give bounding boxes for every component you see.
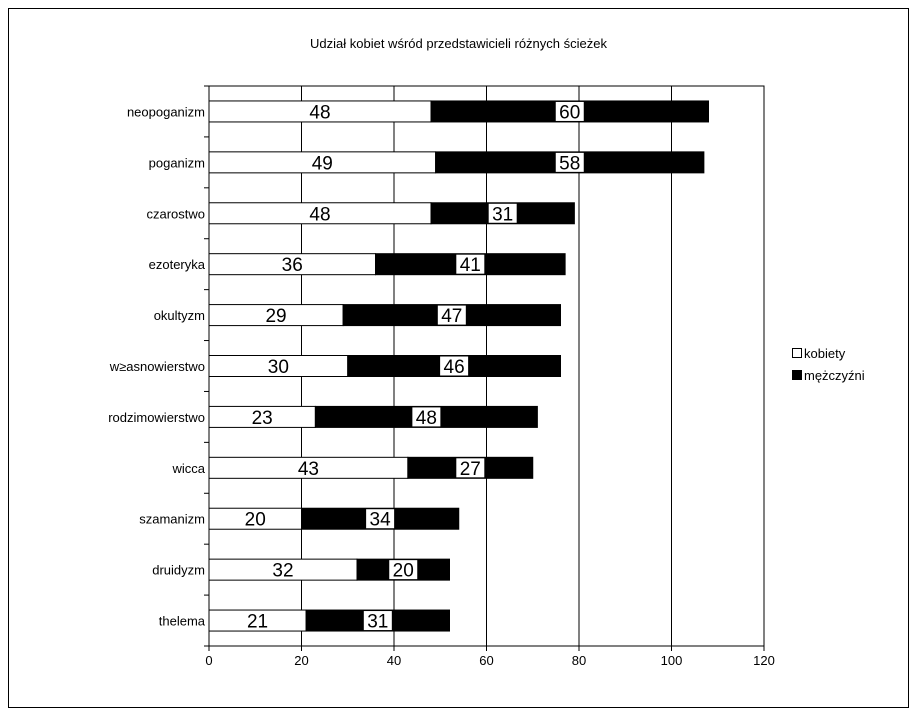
category-label: szamanizm	[139, 512, 205, 527]
data-label-men: 48	[416, 408, 437, 429]
data-label-men: 47	[441, 306, 462, 327]
data-label-women: 36	[282, 255, 303, 276]
data-label-bg-men	[555, 101, 584, 121]
data-label-bg-men	[440, 356, 469, 376]
data-label-bg-men	[456, 254, 485, 274]
data-label-bg-men	[555, 152, 584, 172]
data-label-women: 43	[298, 459, 319, 480]
data-label-men: 20	[393, 561, 414, 582]
data-label-women: 48	[309, 204, 330, 225]
data-label-bg-men	[363, 611, 392, 631]
data-label-men: 60	[559, 102, 580, 123]
legend-swatch-men	[792, 370, 802, 380]
legend-item-women: kobiety	[792, 342, 917, 364]
category-label: thelema	[159, 614, 206, 629]
legend-swatch-women	[792, 348, 802, 358]
data-label-women: 30	[268, 357, 289, 378]
category-label: rodzimowierstwo	[108, 410, 205, 425]
x-tick-label: 40	[387, 653, 401, 668]
data-label-women: 29	[265, 306, 286, 327]
data-label-women: 23	[252, 408, 273, 429]
category-label: w≥asnowierstwo	[109, 359, 205, 374]
data-label-women: 48	[309, 102, 330, 123]
data-label-bg-men	[366, 509, 395, 529]
category-label: czarostwo	[146, 206, 205, 221]
data-label-women: 49	[312, 153, 333, 174]
data-label-men: 31	[367, 612, 388, 633]
data-label-bg-men	[437, 305, 466, 325]
data-label-women: 32	[272, 561, 293, 582]
data-label-bg-men	[456, 458, 485, 478]
data-label-bg-men	[488, 203, 517, 223]
category-label: ezoteryka	[149, 257, 206, 272]
x-tick-label: 0	[205, 653, 212, 668]
category-label: druidyzm	[152, 563, 205, 578]
legend-label-men: mężczyźni	[804, 367, 865, 383]
legend: kobiety mężczyźni	[792, 342, 917, 386]
category-label: neopoganizm	[127, 104, 205, 119]
data-label-women: 20	[245, 510, 266, 531]
chart-title: Udział kobiet wśród przedstawicieli różn…	[310, 36, 607, 51]
data-label-men: 34	[370, 510, 392, 531]
data-label-men: 41	[460, 255, 481, 276]
data-label-women: 21	[247, 612, 268, 633]
data-label-men: 31	[492, 204, 513, 225]
data-label-bg-men	[412, 407, 441, 427]
legend-item-men: mężczyźni	[792, 364, 917, 386]
x-tick-label: 100	[661, 653, 683, 668]
x-tick-label: 60	[479, 653, 493, 668]
legend-label-women: kobiety	[804, 345, 846, 361]
data-label-men: 27	[460, 459, 481, 480]
x-tick-label: 80	[572, 653, 586, 668]
data-label-bg-men	[389, 560, 418, 580]
category-label: poganizm	[149, 155, 205, 170]
x-tick-label: 20	[294, 653, 308, 668]
data-label-men: 46	[444, 357, 465, 378]
category-label: okultyzm	[154, 308, 205, 323]
x-tick-label: 120	[753, 653, 775, 668]
category-label: wicca	[171, 461, 205, 476]
data-label-men: 58	[559, 153, 580, 174]
